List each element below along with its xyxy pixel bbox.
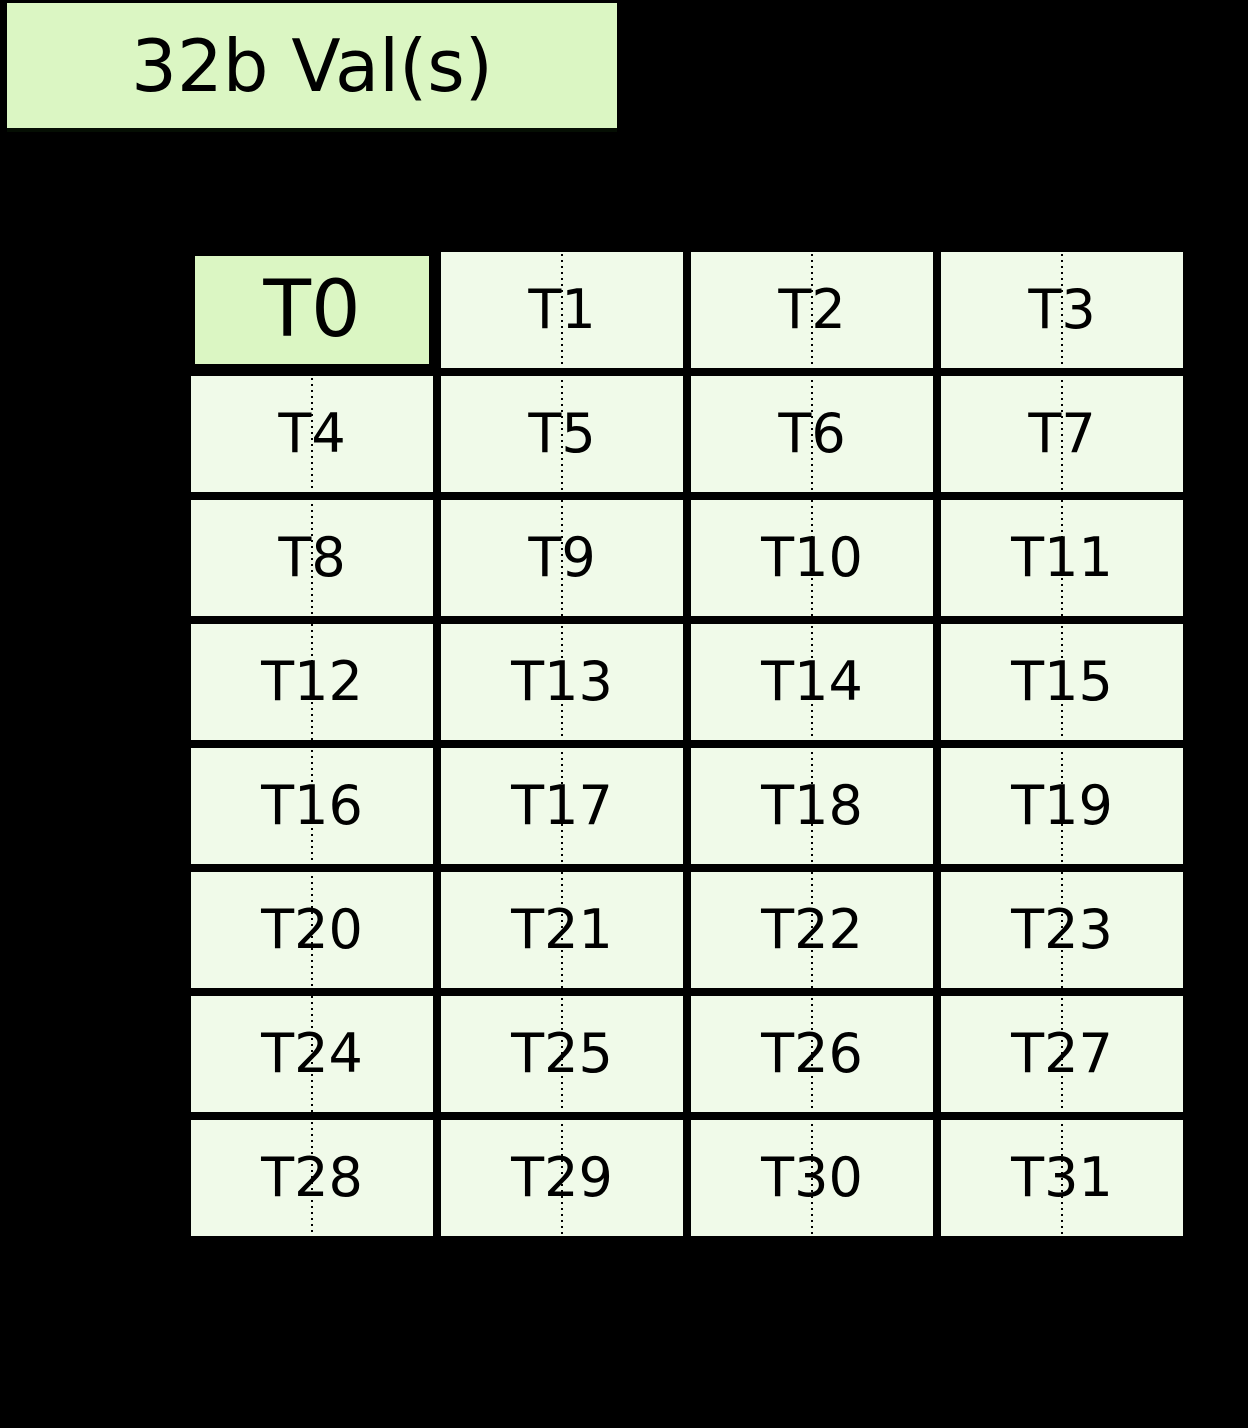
grid-cell-t4: T4 — [187, 372, 437, 496]
grid-cell-t12: T12 — [187, 620, 437, 744]
grid-cell-t7: T7 — [937, 372, 1187, 496]
grid-cell-t29: T29 — [437, 1116, 687, 1240]
grid-cell-t31: T31 — [937, 1116, 1187, 1240]
grid-cell-t3: T3 — [937, 248, 1187, 372]
grid-cell-t23: T23 — [937, 868, 1187, 992]
grid-cell-t8: T8 — [187, 496, 437, 620]
grid-cell-t25: T25 — [437, 992, 687, 1116]
grid-cell-t11: T11 — [937, 496, 1187, 620]
value-type-label-box: 32b Val(s) — [7, 3, 617, 128]
grid-cell-t24: T24 — [187, 992, 437, 1116]
grid-cell-t16: T16 — [187, 744, 437, 868]
grid-cell-t6: T6 — [687, 372, 937, 496]
grid-cell-t0: T0 — [187, 248, 437, 372]
grid-cell-t13: T13 — [437, 620, 687, 744]
grid-cell-t5: T5 — [437, 372, 687, 496]
grid-cell-t27: T27 — [937, 992, 1187, 1116]
grid-cell-t26: T26 — [687, 992, 937, 1116]
grid-cell-t14: T14 — [687, 620, 937, 744]
grid-cell-t15: T15 — [937, 620, 1187, 744]
grid-cell-t9: T9 — [437, 496, 687, 620]
grid-cell-t30: T30 — [687, 1116, 937, 1240]
value-type-label: 32b Val(s) — [131, 23, 493, 108]
grid-cell-t20: T20 — [187, 868, 437, 992]
grid-cell-t10: T10 — [687, 496, 937, 620]
grid-cell-t28: T28 — [187, 1116, 437, 1240]
grid-cell-t18: T18 — [687, 744, 937, 868]
grid-cell-t17: T17 — [437, 744, 687, 868]
grid-cell-t19: T19 — [937, 744, 1187, 868]
grid-cell-t21: T21 — [437, 868, 687, 992]
grid-cell-t1: T1 — [437, 248, 687, 372]
thread-grid: T0 T1 T2 T3 T4 T5 T6 T7 T8 T9 T10 T11 T12 T13 T14 T15 T1… — [187, 248, 1187, 1240]
grid-cell-t22: T22 — [687, 868, 937, 992]
grid-cell-t2: T2 — [687, 248, 937, 372]
